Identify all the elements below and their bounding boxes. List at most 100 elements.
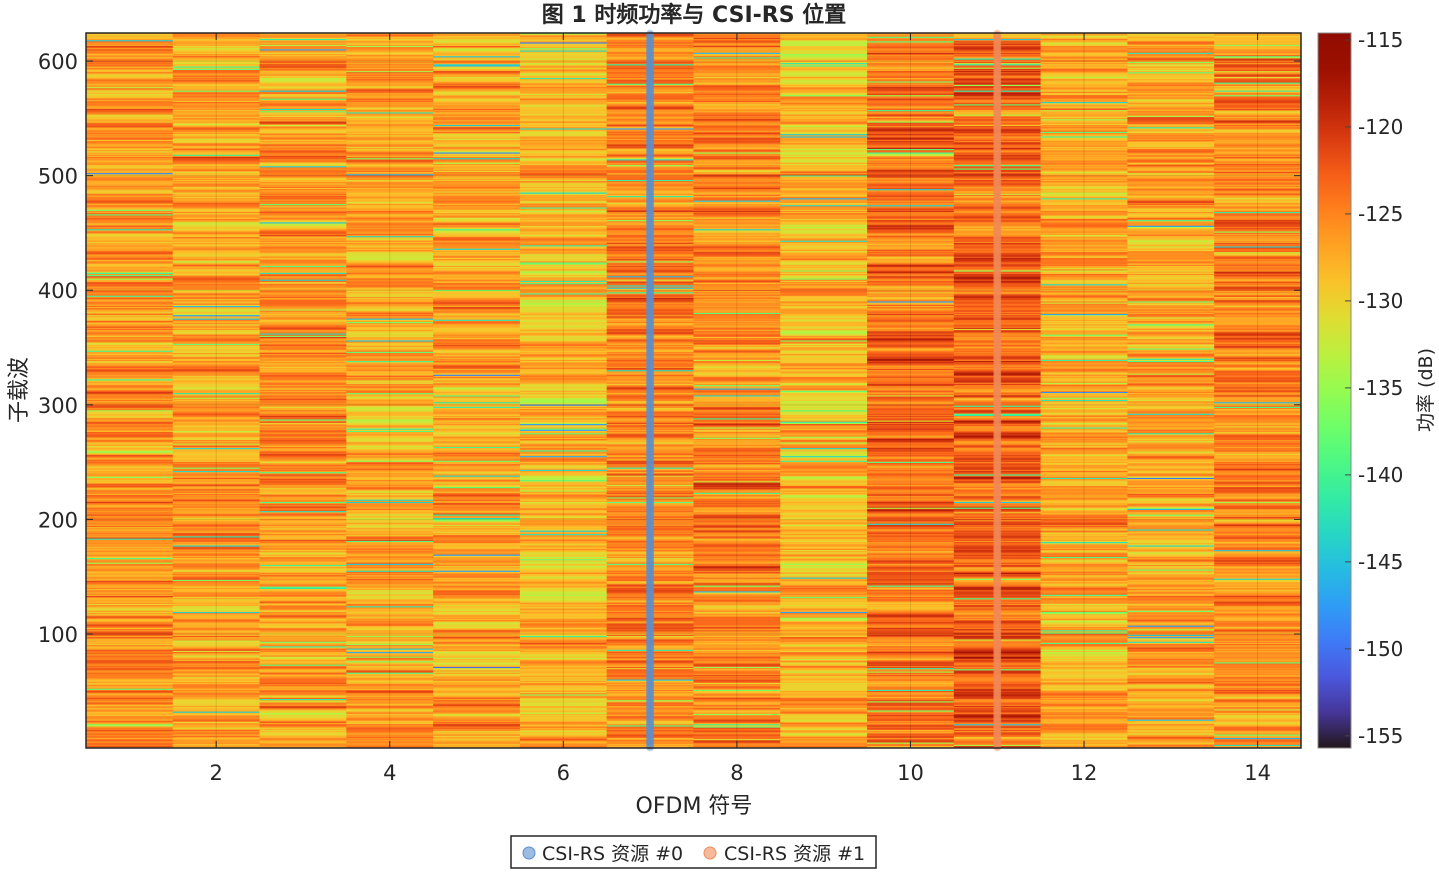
heatmap-cell (433, 390, 521, 392)
heatmap-cell (259, 275, 347, 278)
heatmap-cell (346, 363, 434, 365)
heatmap-cell (519, 476, 608, 478)
heatmap-cell (346, 328, 434, 331)
heatmap-cell (606, 133, 694, 136)
heatmap-cell (346, 500, 434, 502)
heatmap-cell (172, 53, 260, 56)
heatmap-cell (693, 566, 781, 569)
heatmap-cell (172, 192, 260, 194)
heatmap-cell (86, 533, 174, 536)
heatmap-cell (519, 644, 608, 647)
heatmap-cell (433, 591, 521, 593)
heatmap-cell (259, 667, 347, 670)
heatmap-cell (86, 450, 174, 452)
heatmap-cell (86, 655, 174, 657)
heatmap-cell (693, 734, 781, 736)
heatmap-cell (86, 498, 174, 500)
heatmap-cell (172, 715, 260, 718)
heatmap-cell (86, 702, 174, 704)
heatmap-cell (606, 455, 694, 458)
heatmap-cell (172, 525, 260, 528)
heatmap-cell (693, 659, 781, 662)
heatmap-cell (693, 725, 781, 727)
heatmap-cell (433, 163, 521, 166)
heatmap-cell (172, 45, 260, 48)
heatmap-cell (346, 303, 434, 305)
heatmap-cell (519, 96, 608, 98)
heatmap-cell (433, 461, 521, 463)
heatmap-cell (519, 263, 608, 265)
heatmap-cell (172, 165, 260, 168)
heatmap-cell (86, 393, 174, 396)
heatmap-cell (346, 691, 434, 694)
heatmap-cell (259, 154, 347, 156)
heatmap-cell (346, 699, 434, 702)
heatmap-cell (433, 369, 521, 372)
heatmap-cell (86, 264, 174, 266)
heatmap-cell (259, 302, 347, 304)
heatmap-cell (346, 650, 434, 653)
heatmap-cell (172, 509, 260, 512)
heatmap-cell (519, 302, 608, 304)
heatmap-cell (259, 185, 347, 187)
heatmap-cell (259, 124, 347, 127)
heatmap-cell (606, 202, 694, 205)
heatmap-cell (86, 67, 174, 69)
heatmap-cell (433, 526, 521, 529)
heatmap-cell (693, 468, 781, 470)
heatmap-cell (86, 430, 174, 433)
heatmap-cell (86, 524, 174, 527)
heatmap-cell (172, 587, 260, 590)
heatmap-cell (693, 550, 781, 553)
heatmap-cell (86, 42, 174, 44)
heatmap-cell (346, 210, 434, 213)
heatmap-cell (519, 552, 608, 554)
heatmap-cell (346, 629, 434, 632)
heatmap-cell (693, 385, 781, 388)
heatmap-cell (433, 285, 521, 287)
heatmap-cell (346, 445, 434, 447)
heatmap-cell (86, 562, 174, 564)
heatmap-cell (693, 644, 781, 647)
heatmap-cell (259, 742, 347, 744)
heatmap-cell (606, 233, 694, 235)
heatmap-cell (606, 511, 694, 514)
heatmap-cell (693, 419, 781, 421)
heatmap-cell (346, 492, 434, 494)
heatmap-cell (433, 710, 521, 712)
heatmap-cell (606, 636, 694, 639)
heatmap-cell (172, 76, 260, 78)
heatmap-cell (433, 571, 521, 573)
heatmap-cell (519, 63, 608, 66)
heatmap-cell (606, 330, 694, 333)
heatmap-cell (259, 580, 347, 583)
heatmap-cell (86, 271, 174, 273)
heatmap-cell (86, 561, 174, 563)
heatmap-cell (433, 96, 521, 98)
heatmap-cell (86, 36, 174, 38)
heatmap-cell (606, 311, 694, 313)
heatmap-cell (519, 66, 608, 68)
heatmap-cell (172, 47, 260, 50)
heatmap-cell (86, 456, 174, 459)
heatmap-cell (172, 79, 260, 82)
heatmap-cell (172, 289, 260, 292)
heatmap-cell (433, 46, 521, 49)
heatmap-cell (259, 549, 347, 552)
heatmap-cell (519, 595, 608, 598)
heatmap-cell (433, 219, 521, 222)
heatmap-cell (519, 193, 608, 195)
heatmap-cell (606, 78, 694, 81)
heatmap-cell (346, 639, 434, 641)
heatmap-cell (433, 118, 521, 121)
heatmap-cell (433, 725, 521, 727)
heatmap-cell (519, 330, 608, 333)
heatmap-cell (346, 698, 434, 701)
heatmap-cell (346, 184, 434, 186)
heatmap-cell (519, 627, 608, 630)
heatmap-cell (346, 655, 434, 657)
heatmap-cell (346, 533, 434, 536)
heatmap-cell (172, 697, 260, 700)
heatmap-cell (86, 736, 174, 738)
heatmap-cell (172, 448, 260, 451)
